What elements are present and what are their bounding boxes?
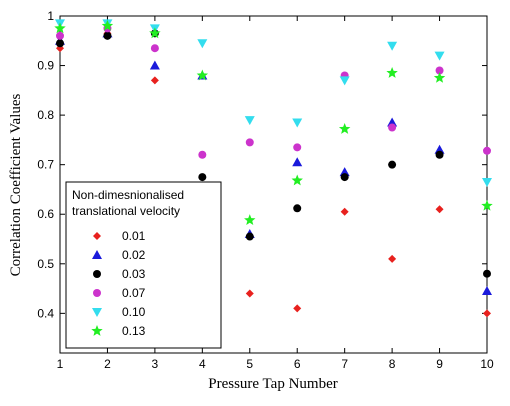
point-series-0.01-tap-9 xyxy=(435,205,444,214)
point-series-0.01-tap-10 xyxy=(483,309,491,318)
point-series-0.07-tap-9 xyxy=(435,66,444,75)
legend-marker-0.07 xyxy=(93,289,101,297)
point-series-0.07-tap-6 xyxy=(293,143,302,152)
point-series-0.02-tap-8 xyxy=(387,117,398,127)
legend-marker-0.10 xyxy=(92,308,102,317)
point-series-0.03-tap-6 xyxy=(293,204,302,213)
point-series-0.13-tap-6 xyxy=(291,174,303,186)
legend-label-0.02: 0.02 xyxy=(122,248,146,262)
point-series-0.02-tap-3 xyxy=(149,60,160,70)
point-series-0.03-tap-8 xyxy=(388,160,397,169)
point-series-0.13-tap-2 xyxy=(101,19,114,31)
point-series-0.07-tap-5 xyxy=(245,138,254,147)
legend-label-0.07: 0.07 xyxy=(122,286,146,300)
data-points xyxy=(54,19,493,318)
x-tick-label: 9 xyxy=(436,357,443,371)
legend-marker-0.13 xyxy=(91,325,103,336)
x-tick-label: 4 xyxy=(199,357,206,371)
point-series-0.13-tap-9 xyxy=(433,71,446,83)
point-series-0.03-tap-9 xyxy=(435,150,444,159)
point-series-0.10-tap-5 xyxy=(244,116,255,126)
point-series-0.13-tap-4 xyxy=(196,69,209,81)
point-series-0.10-tap-7 xyxy=(339,76,350,86)
y-axis-title: Correlation Coefficient Values xyxy=(8,93,24,276)
x-tick-label: 10 xyxy=(480,357,494,371)
legend-label-0.10: 0.10 xyxy=(122,305,146,319)
point-series-0.07-tap-4 xyxy=(198,150,207,159)
point-series-0.03-tap-4 xyxy=(198,173,207,182)
point-series-0.02-tap-9 xyxy=(434,144,445,154)
x-tick-label: 2 xyxy=(104,357,111,371)
point-series-0.13-tap-5 xyxy=(244,214,256,226)
x-tick-label: 7 xyxy=(341,357,348,371)
point-series-0.01-tap-3 xyxy=(150,76,159,85)
point-series-0.03-tap-1 xyxy=(56,39,64,48)
point-series-0.10-tap-4 xyxy=(197,39,208,49)
point-series-0.01-tap-6 xyxy=(293,304,302,313)
y-tick-label: 0.9 xyxy=(37,59,54,73)
point-series-0.01-tap-7 xyxy=(340,207,349,216)
legend-label-0.13: 0.13 xyxy=(122,324,146,338)
x-axis-title: Pressure Tap Number xyxy=(208,376,337,392)
legend-title-line-1: Non-dimesnionalised xyxy=(72,188,184,202)
y-tick-label: 0.4 xyxy=(37,306,54,320)
point-series-0.13-tap-7 xyxy=(338,122,351,134)
x-tick-label: 8 xyxy=(389,357,396,371)
legend-marker-0.02 xyxy=(92,250,102,259)
point-series-0.07-tap-1 xyxy=(56,31,64,40)
point-series-0.02-tap-7 xyxy=(339,167,350,177)
point-series-0.03-tap-5 xyxy=(245,232,254,241)
y-tick-label: 0.5 xyxy=(37,257,54,271)
legend-title-line-2: translational velocity xyxy=(72,204,180,218)
legend-label-0.03: 0.03 xyxy=(122,267,146,281)
legend-box xyxy=(65,181,222,349)
point-series-0.13-tap-1 xyxy=(54,22,66,34)
legend-marker-0.01 xyxy=(93,232,101,240)
point-series-0.01-tap-8 xyxy=(388,254,397,263)
point-series-0.02-tap-6 xyxy=(292,157,303,167)
x-tick-label: 3 xyxy=(152,357,159,371)
legend-marker-0.03 xyxy=(93,270,101,278)
point-series-0.07-tap-3 xyxy=(150,44,159,53)
point-series-0.10-tap-6 xyxy=(292,118,303,128)
point-series-0.13-tap-10 xyxy=(481,199,493,211)
point-series-0.03-tap-7 xyxy=(340,173,349,182)
point-series-0.03-tap-2 xyxy=(103,31,112,40)
point-series-0.03-tap-10 xyxy=(483,269,491,278)
y-tick-label: 0.8 xyxy=(37,108,54,122)
point-series-0.13-tap-8 xyxy=(386,66,398,78)
legend-label-0.01: 0.01 xyxy=(122,229,146,243)
x-tick-label: 5 xyxy=(246,357,253,371)
point-series-0.10-tap-8 xyxy=(387,41,398,51)
y-tick-label: 0.7 xyxy=(37,158,54,172)
y-axis-ticks: 0.4 0.5 0.6 0.7 0.8 0.9 1 xyxy=(37,9,487,320)
point-series-0.10-tap-9 xyxy=(434,51,445,61)
point-series-0.07-tap-10 xyxy=(483,146,491,155)
x-tick-label: 1 xyxy=(57,357,64,371)
y-tick-label: 1 xyxy=(47,9,54,23)
point-series-0.02-tap-10 xyxy=(482,286,492,296)
y-tick-label: 0.6 xyxy=(37,207,54,221)
point-series-0.07-tap-8 xyxy=(388,123,397,132)
point-series-0.13-tap-3 xyxy=(149,27,161,39)
x-axis-ticks: 1 2 3 4 5 6 7 8 9 10 xyxy=(57,16,494,371)
x-tick-label: 6 xyxy=(294,357,301,371)
legend: Non-dimesnionalised translational veloci… xyxy=(65,181,222,349)
legend-entries: 0.01 0.02 0.03 0.07 0.10 0.13 xyxy=(91,229,146,338)
point-series-0.01-tap-5 xyxy=(245,289,254,298)
point-series-0.10-tap-10 xyxy=(482,178,492,188)
